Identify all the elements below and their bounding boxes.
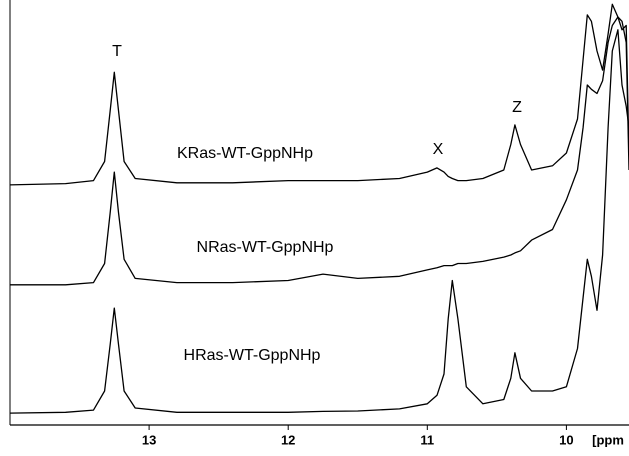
series-label: NRas-WT-GppNHp <box>197 239 334 256</box>
spectrum-line <box>9 3 629 186</box>
x-tick-label: 12 <box>281 432 295 447</box>
peak-label: X <box>433 141 444 158</box>
series-label: HRas-WT-GppNHp <box>184 347 321 364</box>
spectrum-line <box>9 29 629 414</box>
x-tick-label: 10 <box>559 432 573 447</box>
spectrum-line <box>10 16 629 286</box>
x-tick-label: 13 <box>142 432 156 447</box>
x-axis-label: [ppm <box>592 432 624 447</box>
peak-label: Z <box>512 99 522 116</box>
peak-label: T <box>112 43 122 60</box>
x-tick-label: 11 <box>420 432 434 447</box>
series-label: KRas-WT-GppNHp <box>177 145 313 162</box>
